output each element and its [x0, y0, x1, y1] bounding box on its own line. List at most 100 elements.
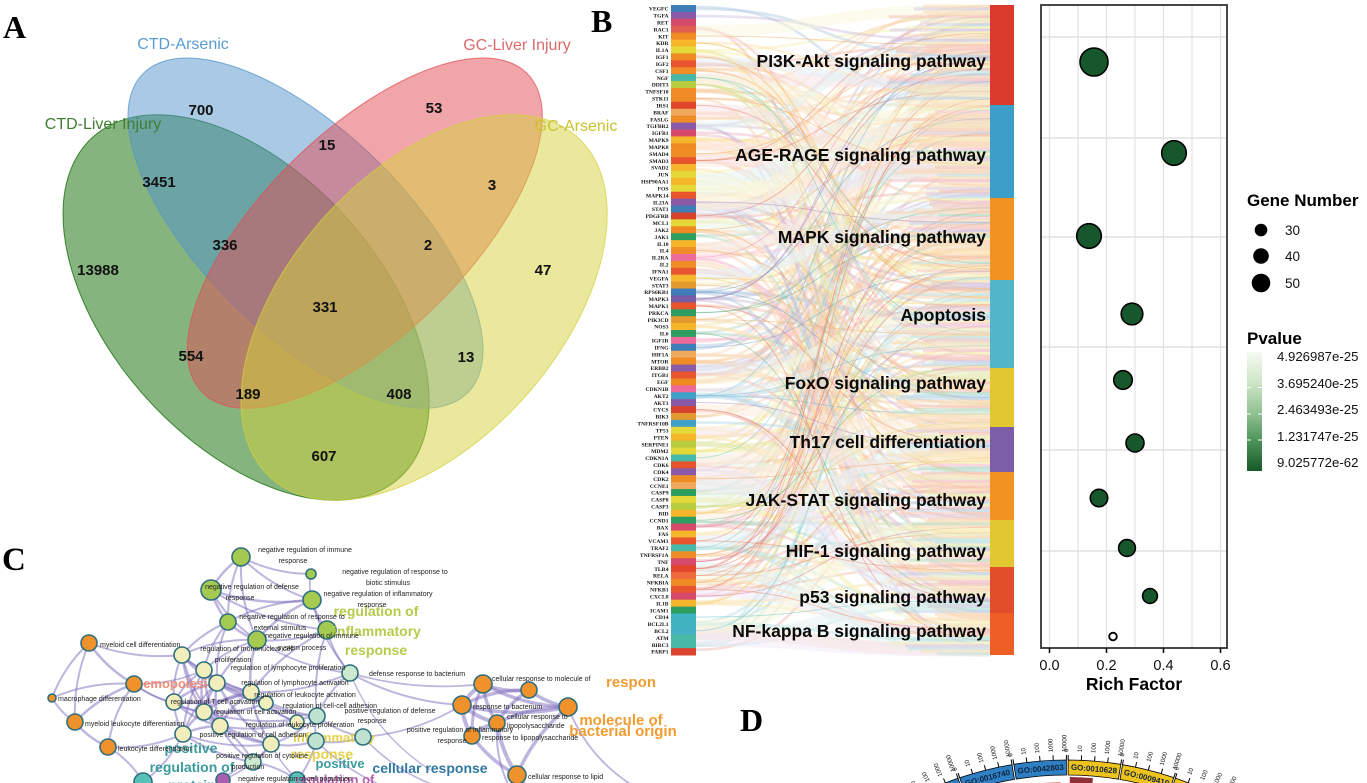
svg-text:MAPK8: MAPK8 — [649, 145, 669, 151]
svg-text:100: 100 — [1090, 742, 1098, 753]
svg-text:IL23A: IL23A — [653, 200, 669, 206]
svg-text:0: 0 — [1007, 752, 1015, 757]
svg-text:positive regulation of cell ad: positive regulation of cell adhesion — [199, 732, 306, 739]
svg-text:CYCS: CYCS — [653, 408, 668, 414]
svg-text:CTD-Liver Injury: CTD-Liver Injury — [45, 116, 161, 133]
svg-text:NFKB1: NFKB1 — [650, 588, 669, 594]
svg-text:BAX: BAX — [657, 525, 669, 531]
svg-text:ERBB2: ERBB2 — [650, 366, 668, 372]
svg-text:response: response — [358, 718, 387, 725]
svg-text:RPS6KB1: RPS6KB1 — [644, 290, 668, 296]
svg-text:NGF: NGF — [657, 76, 669, 82]
svg-text:10: 10 — [1132, 751, 1140, 760]
svg-text:40: 40 — [1285, 249, 1300, 264]
svg-text:BID: BID — [659, 511, 669, 517]
svg-text:IL4: IL4 — [660, 249, 669, 255]
svg-text:KDR: KDR — [656, 41, 669, 47]
svg-text:SMAD3: SMAD3 — [649, 159, 668, 165]
svg-text:biotic stimulus: biotic stimulus — [366, 580, 410, 587]
svg-text:positive regulation of defense: positive regulation of defense — [344, 708, 435, 715]
svg-text:PI3K-Akt signaling pathway: PI3K-Akt signaling pathway — [757, 51, 987, 71]
svg-text:10000: 10000 — [1003, 739, 1013, 758]
svg-text:MAPK3: MAPK3 — [649, 297, 669, 303]
svg-text:336: 336 — [212, 237, 237, 254]
svg-text:GO:0010628: GO:0010628 — [1071, 763, 1118, 776]
svg-text:NOS3: NOS3 — [654, 325, 669, 331]
svg-text:IL6: IL6 — [660, 332, 669, 338]
svg-text:3: 3 — [488, 177, 496, 194]
svg-text:0: 0 — [1173, 765, 1181, 771]
svg-text:regulation of: regulation of — [296, 772, 375, 783]
svg-text:TP53: TP53 — [656, 429, 669, 435]
svg-text:1000: 1000 — [1104, 740, 1113, 755]
svg-text:regulation of: regulation of — [150, 759, 235, 775]
svg-text:0.6: 0.6 — [1210, 658, 1230, 674]
svg-text:IFNA1: IFNA1 — [652, 269, 669, 275]
svg-text:response: response — [291, 746, 353, 762]
svg-text:100: 100 — [1034, 742, 1042, 753]
svg-text:BRAF: BRAF — [653, 110, 669, 116]
svg-text:IL10: IL10 — [657, 242, 669, 248]
svg-text:Rich Factor: Rich Factor — [1086, 674, 1182, 694]
svg-text:negative regulation of immune: negative regulation of immune — [258, 547, 352, 554]
svg-text:FoxO signaling pathway: FoxO signaling pathway — [785, 373, 987, 393]
svg-text:B: B — [591, 3, 612, 39]
svg-text:1000: 1000 — [1212, 771, 1225, 783]
svg-text:myeloid leukocyte differentiat: myeloid leukocyte differentiation — [85, 721, 185, 728]
svg-text:DDIT3: DDIT3 — [652, 83, 669, 89]
svg-text:RAC1: RAC1 — [654, 27, 669, 33]
svg-text:system process: system process — [278, 645, 327, 652]
svg-text:AKT1: AKT1 — [654, 401, 669, 407]
svg-text:response: response — [438, 738, 467, 745]
svg-text:PTEN: PTEN — [654, 435, 669, 441]
svg-text:IFNG: IFNG — [655, 346, 670, 352]
svg-text:CXCL8: CXCL8 — [650, 594, 669, 600]
svg-text:myeloid cell differentiation: myeloid cell differentiation — [100, 642, 181, 649]
svg-text:GC-Arsenic: GC-Arsenic — [535, 118, 618, 135]
svg-text:CDK6: CDK6 — [653, 463, 668, 469]
svg-text:IL2RA: IL2RA — [652, 256, 669, 262]
svg-text:0.0: 0.0 — [1039, 658, 1059, 674]
svg-text:response to bacterium: response to bacterium — [473, 704, 542, 711]
svg-text:1000: 1000 — [989, 745, 999, 760]
svg-text:NF-kappa B signaling pathway: NF-kappa B signaling pathway — [732, 621, 986, 641]
svg-text:TNFRSF10B: TNFRSF10B — [637, 422, 668, 428]
svg-text:STAT3: STAT3 — [652, 283, 669, 289]
svg-text:100: 100 — [976, 751, 985, 763]
svg-text:Gene Number: Gene Number — [1247, 191, 1359, 210]
svg-text:ATM: ATM — [656, 636, 669, 642]
svg-text:TLR4: TLR4 — [654, 567, 669, 573]
svg-text:CDKN1A: CDKN1A — [645, 456, 668, 462]
svg-text:10: 10 — [1186, 767, 1195, 776]
svg-text:408: 408 — [386, 386, 411, 403]
svg-text:CTD-Arsenic: CTD-Arsenic — [137, 36, 229, 53]
svg-text:respon: respon — [606, 674, 656, 691]
svg-text:molecule of: molecule of — [579, 712, 663, 729]
svg-text:GO:0042803: GO:0042803 — [1017, 763, 1064, 776]
svg-text:proliferation: proliferation — [215, 657, 252, 664]
svg-text:HIF1A: HIF1A — [652, 352, 669, 358]
svg-text:47: 47 — [535, 262, 552, 279]
svg-text:TGFA: TGFA — [653, 14, 668, 20]
svg-text:2.463493e-25: 2.463493e-25 — [1277, 402, 1358, 417]
svg-text:lipopolysaccharide: lipopolysaccharide — [507, 723, 565, 730]
svg-text:positive regulation of inflamm: positive regulation of inflammatory — [407, 727, 514, 734]
svg-text:CCNE1: CCNE1 — [650, 484, 669, 490]
svg-text:10000: 10000 — [1224, 775, 1239, 783]
svg-text:STAT1: STAT1 — [652, 207, 669, 213]
svg-text:MAPK signaling pathway: MAPK signaling pathway — [778, 227, 986, 247]
svg-text:negative regulation of inflamm: negative regulation of inflammatory — [324, 591, 433, 598]
svg-text:regulation of cell-cell adhesi: regulation of cell-cell adhesion — [283, 703, 377, 710]
svg-text:JAK2: JAK2 — [655, 228, 669, 234]
svg-text:15: 15 — [319, 137, 336, 154]
svg-text:TGFBR2: TGFBR2 — [646, 124, 668, 130]
svg-text:JUN: JUN — [658, 173, 669, 179]
svg-text:IRS1: IRS1 — [656, 104, 668, 110]
svg-text:protein: protein — [168, 777, 215, 783]
svg-text:response: response — [226, 595, 255, 602]
svg-text:10000: 10000 — [1061, 734, 1068, 752]
svg-text:STK11: STK11 — [652, 97, 669, 103]
svg-text:FASLG: FASLG — [650, 117, 669, 123]
svg-text:MAPK1: MAPK1 — [649, 304, 669, 310]
svg-text:1000: 1000 — [1159, 751, 1170, 767]
